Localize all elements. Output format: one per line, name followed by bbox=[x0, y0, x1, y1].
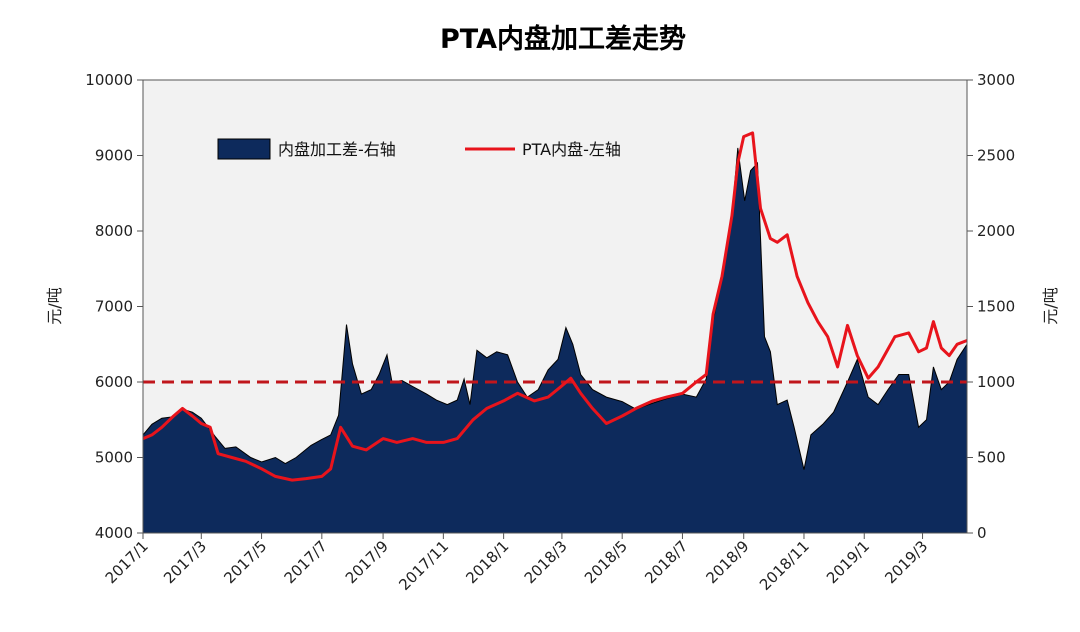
y-right-tick-label: 0 bbox=[977, 524, 987, 542]
legend-label-line: PTA内盘-左轴 bbox=[522, 140, 621, 159]
y-right-tick-label: 500 bbox=[977, 449, 1006, 467]
x-tick-label: 2018/9 bbox=[702, 537, 752, 587]
y-right-tick-label: 2500 bbox=[977, 147, 1015, 165]
x-tick-label: 2017/5 bbox=[220, 537, 270, 587]
x-tick-label: 2017/3 bbox=[160, 537, 210, 587]
x-tick-label: 2018/7 bbox=[641, 537, 691, 587]
y-axis-left: 4000 5000 6000 7000 8000 9000 10000 bbox=[85, 71, 143, 542]
x-tick-label: 2018/1 bbox=[462, 537, 512, 587]
x-axis: 2017/1 2017/3 2017/5 2017/7 2017/9 2017/11 201… bbox=[102, 533, 931, 594]
y-right-tick-label: 2000 bbox=[977, 222, 1015, 240]
y-right-tick-label: 1500 bbox=[977, 298, 1015, 316]
x-tick-label: 2017/1 bbox=[102, 537, 152, 587]
y-axis-right: 0 500 1000 1500 2000 2500 3000 bbox=[967, 71, 1015, 542]
y-axis-left-title: 元/吨 bbox=[45, 287, 64, 324]
y-left-tick-label: 4000 bbox=[95, 524, 133, 542]
x-tick-label: 2017/11 bbox=[395, 537, 452, 594]
y-left-tick-label: 8000 bbox=[95, 222, 133, 240]
x-tick-label: 2019/3 bbox=[881, 537, 931, 587]
y-right-tick-label: 1000 bbox=[977, 373, 1015, 391]
x-tick-label: 2018/3 bbox=[521, 537, 571, 587]
y-left-tick-label: 6000 bbox=[95, 373, 133, 391]
y-left-tick-label: 10000 bbox=[85, 71, 133, 89]
chart-title: PTA内盘加工差走势 bbox=[440, 23, 686, 55]
series-area-processing-spread bbox=[142, 147, 968, 534]
series-line-pta-price bbox=[142, 131, 968, 482]
legend: 内盘加工差-右轴 PTA内盘-左轴 bbox=[217, 138, 621, 160]
legend-swatch-area bbox=[217, 138, 271, 160]
legend-label-area: 内盘加工差-右轴 bbox=[278, 140, 396, 159]
y-axis-right-title: 元/吨 bbox=[1041, 287, 1060, 324]
x-tick-label: 2018/5 bbox=[581, 537, 631, 587]
x-tick-label: 2017/7 bbox=[281, 537, 331, 587]
x-tick-label: 2019/1 bbox=[823, 537, 873, 587]
y-left-tick-label: 7000 bbox=[95, 298, 133, 316]
y-right-tick-label: 3000 bbox=[977, 71, 1015, 89]
y-left-tick-label: 5000 bbox=[95, 449, 133, 467]
y-left-tick-label: 9000 bbox=[95, 147, 133, 165]
x-tick-label: 2017/9 bbox=[342, 537, 392, 587]
x-tick-label: 2018/11 bbox=[756, 537, 813, 594]
